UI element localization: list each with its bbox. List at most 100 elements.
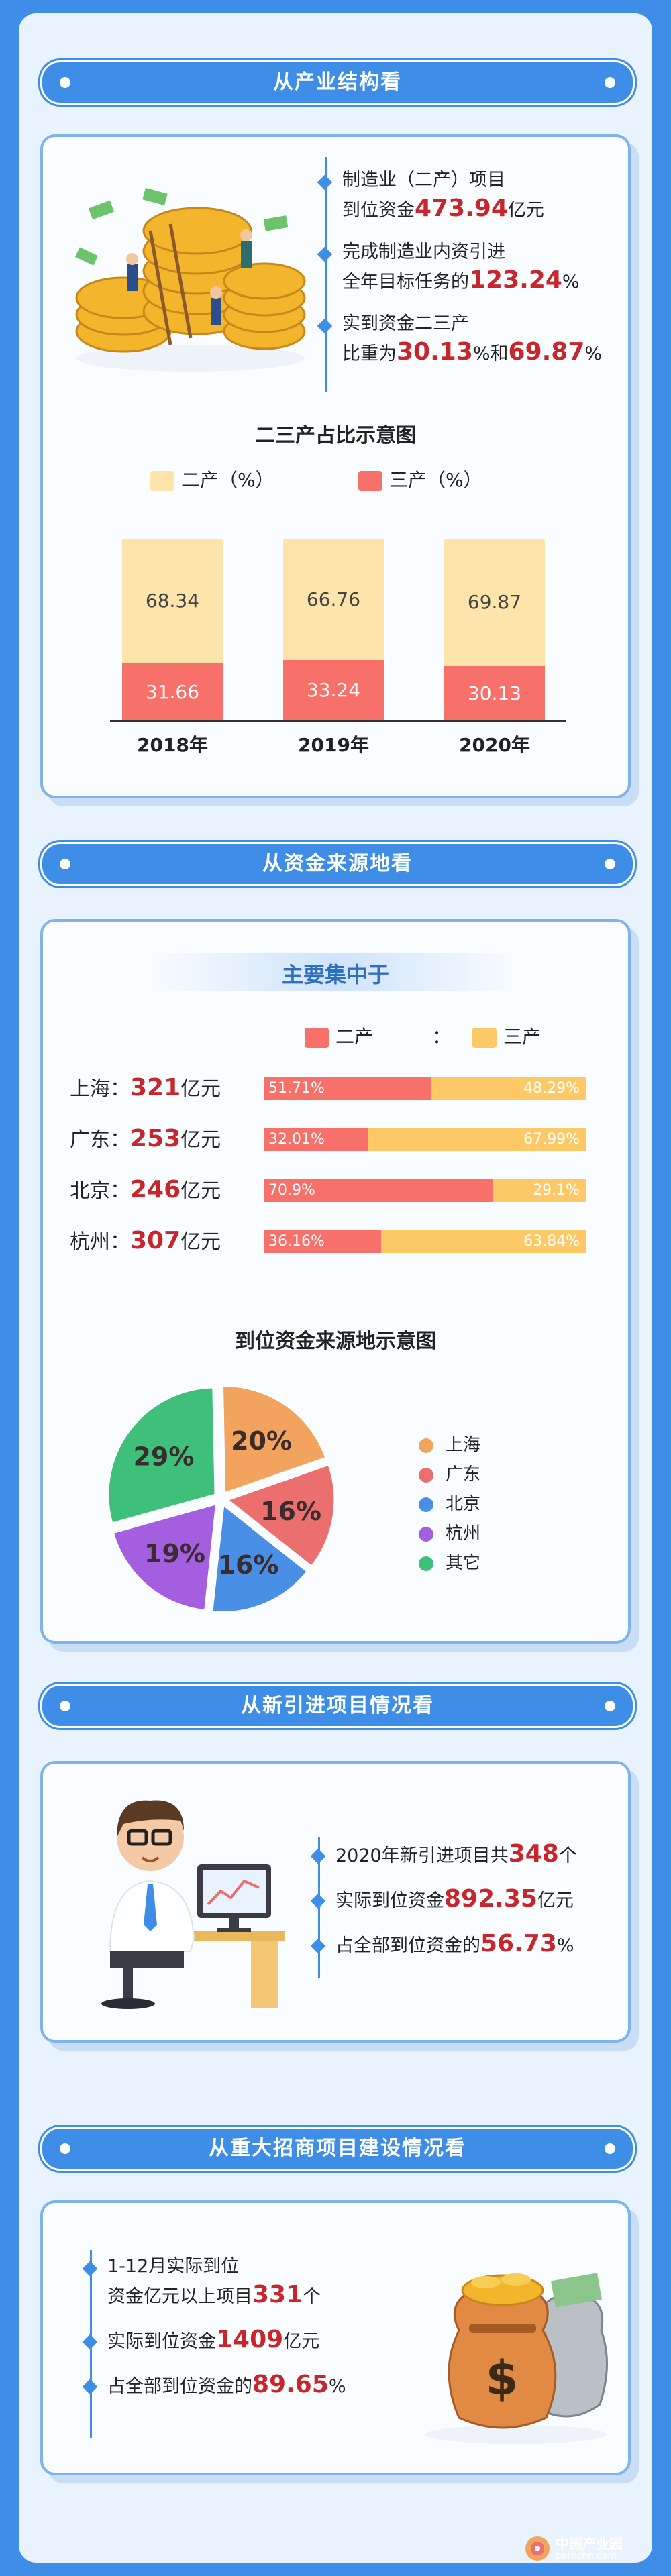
header-dot-right: [605, 2143, 615, 2154]
section-header-source: 从资金来源地看: [40, 842, 635, 886]
pie-slice-5: [107, 1386, 217, 1525]
legend-label: 二产: [336, 1026, 374, 1048]
pie-legend: 上海 广东 北京 杭州 其它: [419, 1432, 593, 1579]
highlight-value: 473.94: [415, 195, 508, 222]
pie-legend-item: 广东: [419, 1461, 480, 1488]
major-projects-bullets: 1-12月实际到位 资金亿元以上项目331个 实际到位资金1409亿元 占全部到…: [82, 2250, 392, 2438]
stacked-percent-bar: 36.16% 63.84%: [264, 1230, 586, 1253]
bar-segment-san: 30.13: [444, 665, 545, 720]
bar-segment-san: 29.1%: [493, 1179, 586, 1202]
pie-chart: 20% 16% 16% 19% 29%: [107, 1385, 336, 1613]
bullet-text: 资金亿元以上项目: [107, 2286, 252, 2307]
highlight-value: 30.13: [397, 338, 473, 366]
legend-dot: [419, 1556, 433, 1571]
bullet-text: %: [562, 272, 580, 292]
chart-title: 二三产占比示意图: [255, 424, 416, 447]
stacked-percent-bar: 32.01% 67.99%: [264, 1128, 586, 1151]
bullet-text: 完成制造业内资引进: [342, 241, 505, 262]
banner-title: 主要集中于: [281, 962, 389, 987]
legend-swatch: [305, 1028, 329, 1048]
section-header-major-projects: 从重大招商项目建设情况看: [40, 2127, 635, 2171]
diamond-icon: [317, 318, 333, 334]
diamond-icon: [82, 2379, 98, 2395]
bar-segment-san: 63.84%: [380, 1230, 586, 1253]
section-title: 从新引进项目情况看: [241, 1694, 434, 1717]
bullet-item: 实际到位资金892.35亿元: [310, 1885, 607, 1915]
legend-label: 二产（%）: [181, 469, 274, 491]
pie-title: 到位资金来源地示意图: [235, 1330, 436, 1353]
panel-source: 主要集中于 二产 ： 三产 上海：321亿元 51.71% 48.29% 广东：2…: [40, 919, 631, 1644]
diamond-icon: [317, 174, 333, 191]
diamond-icon: [310, 1893, 326, 1909]
bullet-line: [318, 1837, 320, 1978]
highlight-value: 69.87: [508, 338, 585, 366]
bullet-item: 1-12月实际到位 资金亿元以上项目331个: [82, 2253, 392, 2311]
header-dot-left: [60, 859, 70, 869]
pie-slice-3: [211, 1503, 309, 1613]
footer-logo: 中国产业园 parkchn.com: [523, 2530, 658, 2571]
header-dot-right: [605, 859, 615, 869]
x-tick-label: 2020年: [459, 734, 530, 756]
stacked-percent-bar: 70.9% 29.1%: [264, 1179, 586, 1202]
header-dot-right: [605, 77, 615, 88]
pie-slice-label: 20%: [231, 1426, 292, 1456]
section-title: 从资金来源地看: [262, 852, 413, 875]
pie-slice-1: [221, 1385, 327, 1495]
bullet-text: 亿元: [537, 1890, 574, 1911]
bullet-text: %和: [472, 343, 509, 364]
highlight-value: 56.73: [480, 1930, 557, 1957]
header-dot-left: [60, 77, 70, 88]
diamond-icon: [82, 2334, 98, 2350]
pie-legend-item: 其它: [419, 1550, 480, 1576]
bar-segment-er: 36.16%: [264, 1230, 381, 1253]
bar-segment-er: 70.9%: [264, 1179, 493, 1202]
legend-item-san: 三产（%）: [358, 466, 482, 492]
x-tick-label: 2018年: [137, 734, 208, 756]
bar-column: 68.34 31.66: [122, 539, 223, 720]
industry-bullets: 制造业（二产）项目 到位资金473.94亿元 完成制造业内资引进 全年目标任务的…: [317, 157, 613, 392]
bar-segment-san: 33.24: [283, 660, 384, 720]
legend-item-er: 二产: [305, 1022, 373, 1049]
highlight-value: 1409: [216, 2326, 284, 2353]
header-dot-right: [605, 1701, 615, 1711]
legend-swatch: [150, 471, 174, 491]
legend-dot: [419, 1526, 433, 1542]
city-row: 杭州：307亿元 36.16% 63.84%: [70, 1225, 593, 1257]
city-row: 广东：253亿元 32.01% 67.99%: [70, 1123, 593, 1155]
bar-segment-san: 48.29%: [431, 1077, 586, 1100]
gold-coins-illustration: [75, 187, 306, 372]
bullet-text: 个: [303, 2286, 321, 2307]
panel-new-projects: 2020年新引进项目共348个 实际到位资金892.35亿元 占全部到位资金的5…: [40, 1761, 631, 2043]
banner-background: [144, 953, 526, 991]
stacked-percent-bar: 51.71% 48.29%: [264, 1077, 586, 1100]
panel-industry: 制造业（二产）项目 到位资金473.94亿元 完成制造业内资引进 全年目标任务的…: [40, 134, 631, 798]
bullet-item: 制造业（二产）项目 到位资金473.94亿元: [317, 166, 613, 225]
legend-dot: [419, 1497, 433, 1512]
bullet-text: 到位资金: [342, 200, 415, 221]
bullet-text: 亿元: [507, 200, 544, 221]
pie-slice-label: 29%: [133, 1442, 194, 1472]
city-label: 广东：253亿元: [70, 1125, 221, 1152]
bullet-text: 占全部到位资金的: [336, 1935, 480, 1956]
bar-segment-san: 31.66: [122, 663, 223, 720]
bullet-item: 占全部到位资金的89.65%: [82, 2371, 392, 2401]
legend-swatch: [472, 1028, 497, 1048]
city-row: 北京：246亿元 70.9% 29.1%: [70, 1174, 593, 1206]
section-title: 从重大招商项目建设情况看: [209, 2137, 466, 2160]
diamond-icon: [310, 1848, 326, 1864]
new-projects-bullets: 2020年新引进项目共348个 实际到位资金892.35亿元 占全部到位资金的5…: [310, 1837, 607, 1978]
x-tick-label: 2019年: [298, 734, 369, 756]
diamond-icon: [310, 1938, 326, 1954]
diamond-icon: [317, 246, 333, 262]
bullet-text: 比重为: [342, 343, 397, 364]
header-dot-left: [60, 1701, 70, 1711]
bullet-item: 占全部到位资金的56.73%: [310, 1930, 607, 1960]
bar-segment-er: 69.87: [444, 539, 545, 666]
bullet-item: 2020年新引进项目共348个: [310, 1840, 607, 1870]
footer-logo-name: 中国产业园: [556, 2536, 623, 2552]
legend-item-er: 二产（%）: [150, 466, 274, 492]
city-label: 上海：321亿元: [70, 1074, 221, 1102]
bullet-text: 2020年新引进项目共: [336, 1845, 509, 1866]
city-row: 上海：321亿元 51.71% 48.29%: [70, 1072, 593, 1104]
bar-column: 69.87 30.13: [444, 539, 545, 720]
